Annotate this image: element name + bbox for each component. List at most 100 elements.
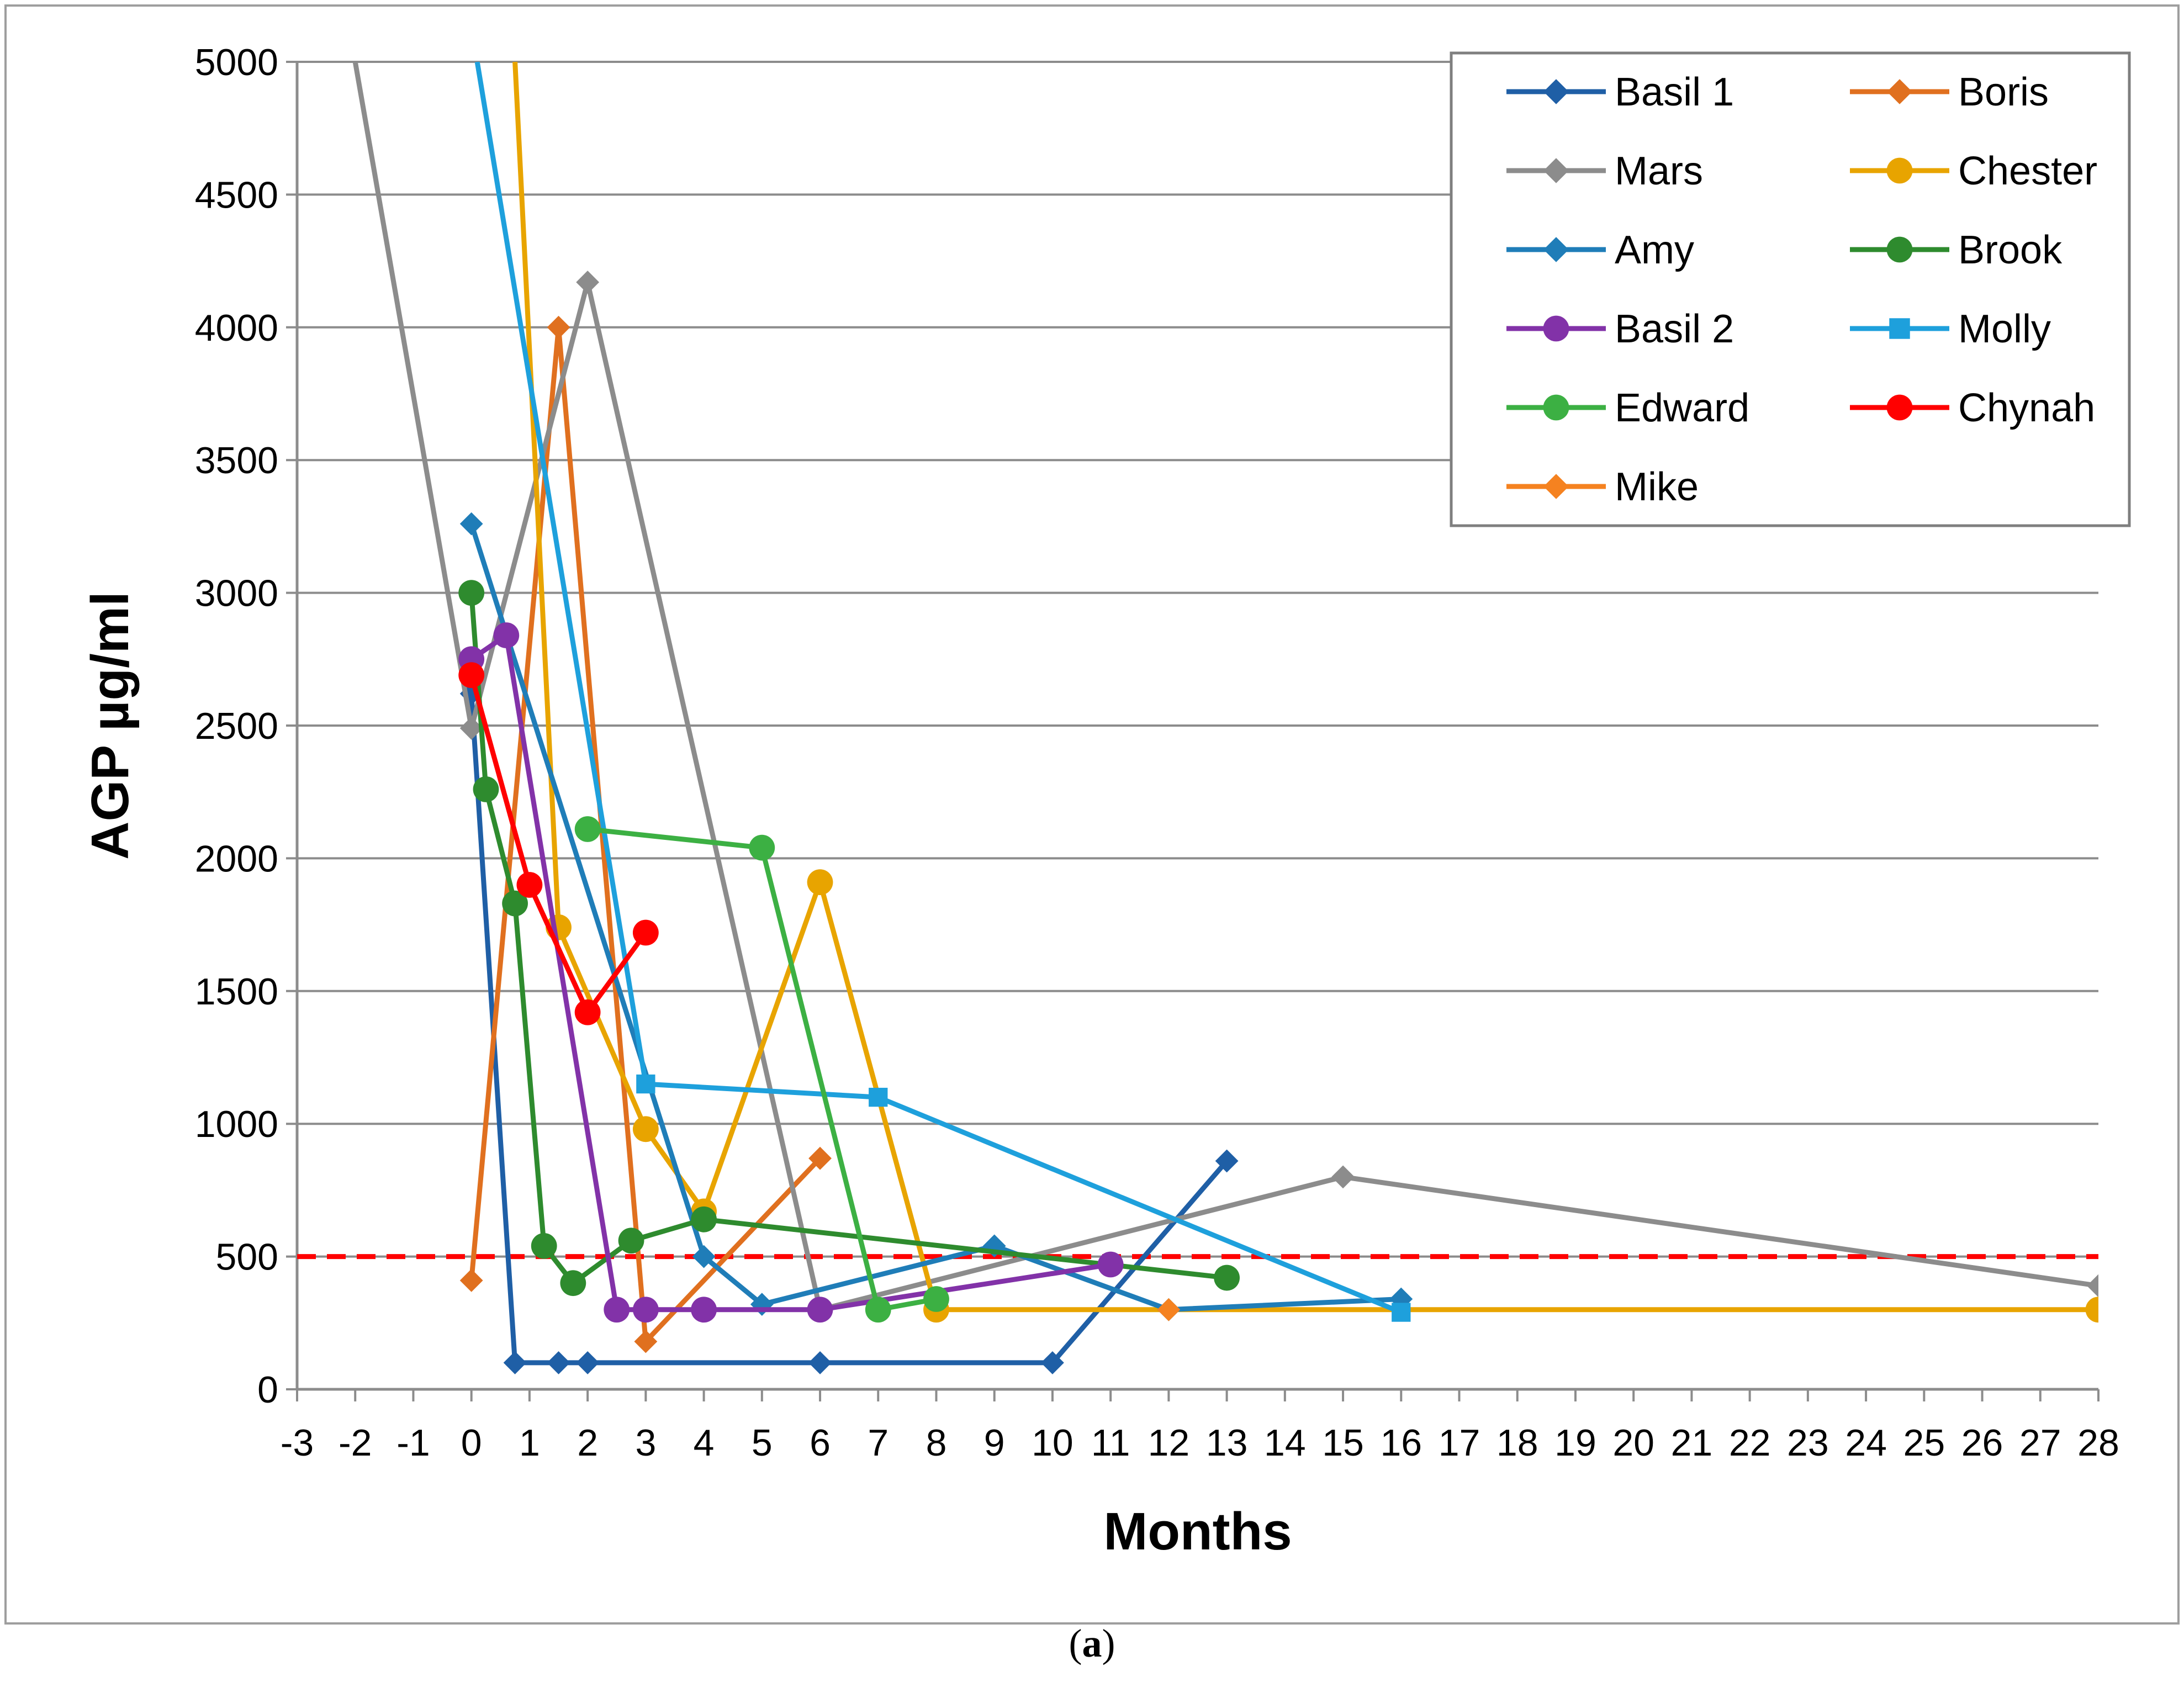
y-tick-label: 3500 (195, 440, 278, 482)
legend-label: Molly (1958, 307, 2051, 351)
x-tick-label: 24 (1845, 1422, 1887, 1464)
legend-item-edward: Edward (1506, 386, 1749, 430)
legend-item-molly: Molly (1850, 307, 2051, 351)
series-chynah (458, 662, 659, 1025)
data-point-mars (576, 271, 600, 294)
x-tick-label: 4 (694, 1422, 715, 1464)
data-point-brook (1214, 1265, 1240, 1291)
x-tick-label: 5 (752, 1422, 773, 1464)
x-tick-label: 22 (1729, 1422, 1771, 1464)
x-tick-label: 27 (2019, 1422, 2061, 1464)
legend-marker (1543, 315, 1569, 342)
data-point-chester (2085, 1297, 2098, 1323)
data-point-basil-1 (1215, 1149, 1239, 1173)
data-point-brook (458, 580, 485, 606)
legend-item-chester: Chester (1850, 149, 2097, 193)
data-point-mars (1331, 1165, 1355, 1189)
x-tick-label: -3 (281, 1422, 314, 1464)
legend-item-boris: Boris (1850, 70, 2049, 114)
data-point-mike (1157, 1298, 1181, 1321)
legend-item-mike: Mike (1506, 465, 1699, 509)
legend-item-basil-2: Basil 2 (1506, 307, 1734, 351)
x-tick-label: 3 (635, 1422, 656, 1464)
series-mike (1157, 1298, 1181, 1321)
x-tick-label: 0 (461, 1422, 482, 1464)
data-point-basil-1 (547, 1351, 570, 1374)
data-point-chynah (632, 919, 659, 946)
y-tick-label: 3000 (195, 573, 278, 615)
y-tick-label: 2500 (195, 705, 278, 747)
data-point-brook (560, 1270, 586, 1297)
legend-box (1450, 51, 2131, 527)
x-tick-label: 12 (1148, 1422, 1190, 1464)
data-point-amy (459, 512, 483, 536)
x-tick-label: 6 (810, 1422, 831, 1464)
legend-marker (1886, 394, 1913, 421)
legend-label: Mike (1615, 465, 1699, 509)
x-tick-label: 26 (1961, 1422, 2003, 1464)
x-tick-label: 19 (1554, 1422, 1596, 1464)
x-tick-label: 21 (1671, 1422, 1713, 1464)
y-tick-label: 4500 (195, 174, 278, 216)
x-tick-label: 11 (1091, 1422, 1130, 1464)
series-basil-2 (458, 622, 1124, 1323)
data-point-basil-2 (691, 1297, 717, 1323)
x-tick-label: 23 (1787, 1422, 1829, 1464)
legend-label: Brook (1958, 228, 2063, 272)
data-point-basil-1 (503, 1351, 527, 1374)
data-point-edward (749, 834, 775, 861)
legend-label: Mars (1615, 149, 1703, 193)
data-point-basil-1 (808, 1351, 832, 1374)
legend-item-chynah: Chynah (1850, 386, 2095, 430)
x-tick-label: 1 (519, 1422, 540, 1464)
legend-item-basil-1: Basil 1 (1506, 70, 1734, 114)
legend-label: Basil 1 (1615, 70, 1734, 114)
y-tick-label: 1000 (195, 1103, 278, 1145)
legend-marker (1887, 79, 1912, 104)
x-tick-label: 14 (1264, 1422, 1306, 1464)
x-tick-label: -2 (339, 1422, 372, 1464)
data-point-boris (459, 1268, 483, 1292)
legend-label: Edward (1615, 386, 1749, 430)
y-tick-label: 5000 (195, 41, 278, 83)
x-tick-label: 15 (1322, 1422, 1364, 1464)
legend-label: Boris (1958, 70, 2049, 114)
x-tick-label: 7 (868, 1422, 889, 1464)
x-tick-label: 8 (926, 1422, 947, 1464)
data-point-molly (636, 1074, 655, 1094)
data-point-chynah (458, 662, 485, 689)
data-point-brook (691, 1206, 717, 1232)
data-point-edward (865, 1297, 891, 1323)
y-axis-title: AGP µg/ml (81, 591, 140, 860)
series-line-amy (469, 523, 1402, 1313)
series-line-molly (474, 62, 1403, 1315)
legend-marker (1543, 474, 1569, 499)
y-tick-labels: 0 500 1000 1500 2000 2500 3000 3500 4000 4500 5000 (195, 41, 297, 1411)
series-mars (352, 62, 2098, 1321)
legend-label: Amy (1615, 228, 1694, 272)
x-tick-label: 2 (577, 1422, 598, 1464)
figure-caption: (a) (1069, 1621, 1115, 1665)
legend-label: Chynah (1958, 386, 2095, 430)
x-tick-label: -1 (396, 1422, 430, 1464)
data-point-chester (632, 1116, 659, 1142)
legend-item-brook: Brook (1850, 228, 2063, 272)
data-point-brook (473, 776, 499, 802)
data-point-basil-2 (493, 622, 520, 648)
data-point-brook (618, 1228, 644, 1254)
series-edward (574, 816, 949, 1323)
data-point-basil-2 (1097, 1251, 1124, 1278)
series-molly (474, 62, 1411, 1322)
x-tick-labels: -3 -2 -1 0 1 2 3 4 5 6 7 8 9 10 11 12 13 14 15 16 17 18 19 20 21… (281, 1389, 2119, 1464)
x-tick-label: 18 (1496, 1422, 1538, 1464)
data-point-molly (869, 1087, 888, 1107)
series-line-mars (352, 62, 2098, 1313)
x-tick-label: 17 (1439, 1422, 1480, 1464)
series-line-chynah (469, 674, 648, 1015)
legend-marker (1889, 318, 1910, 339)
data-point-mars (459, 716, 483, 740)
data-point-chester (807, 869, 833, 896)
x-tick-label: 25 (1903, 1422, 1945, 1464)
legend-marker (1886, 236, 1913, 263)
legend-item-amy: Amy (1506, 228, 1694, 272)
